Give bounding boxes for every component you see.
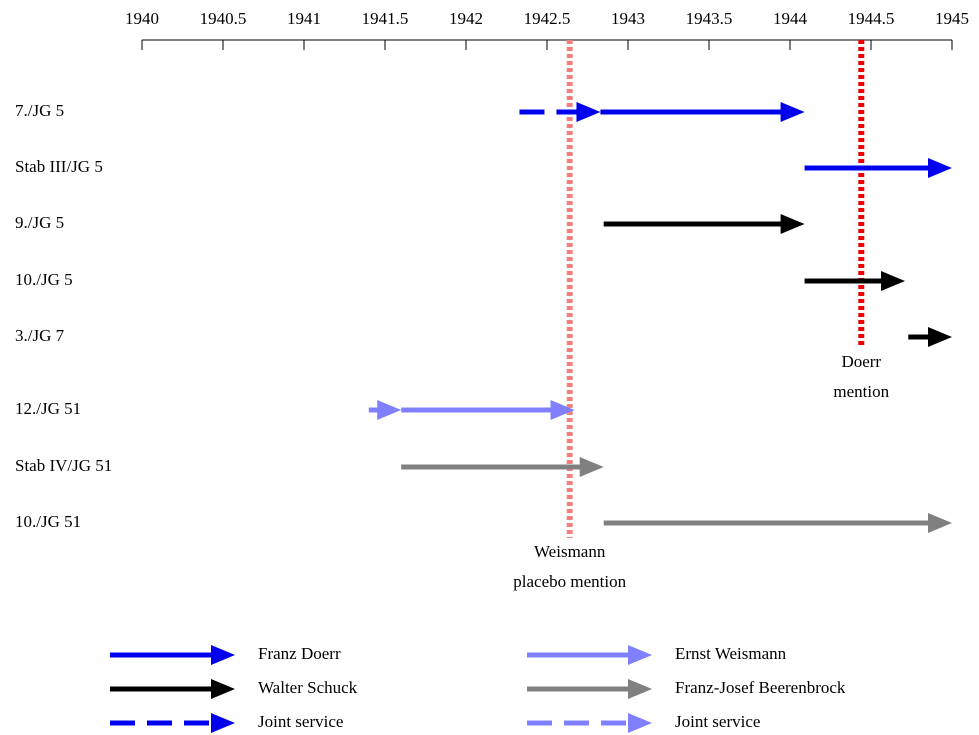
x-tick-label: 1942 xyxy=(449,9,483,28)
service-arrow xyxy=(368,400,402,420)
x-tick-label: 1944.5 xyxy=(848,9,895,28)
legend-label: Franz Doerr xyxy=(258,644,341,663)
row-label: Stab III/JG 5 xyxy=(15,157,103,176)
x-tick-label: 1943 xyxy=(611,9,645,28)
service-arrow xyxy=(401,400,575,420)
legend-label: Franz-Josef Beerenbrock xyxy=(675,678,846,697)
x-tick-label: 1945 xyxy=(935,9,969,28)
annotation-label: mention xyxy=(833,382,889,401)
service-arrow xyxy=(600,102,805,122)
row-label: 7./JG 5 xyxy=(15,101,64,120)
service-arrow xyxy=(603,214,805,234)
x-tick-label: 1941 xyxy=(287,9,321,28)
x-tick-label: 1943.5 xyxy=(686,9,733,28)
service-arrow xyxy=(519,102,601,122)
row-label: 10./JG 5 xyxy=(15,270,73,289)
legend-item: Joint service xyxy=(527,712,760,733)
legend-item: Joint service xyxy=(110,712,343,733)
legend-item: Franz-Josef Beerenbrock xyxy=(527,678,846,699)
arrow-head xyxy=(928,327,952,347)
arrow-head xyxy=(928,158,952,178)
arrow-head xyxy=(579,457,604,477)
row-label: 9./JG 5 xyxy=(15,213,64,232)
arrow-head xyxy=(628,713,652,733)
arrow-head xyxy=(211,713,235,733)
annotation-label: placebo mention xyxy=(513,572,626,591)
service-arrow xyxy=(804,271,906,291)
annotation-label: Doerr xyxy=(841,352,881,371)
arrow-head xyxy=(928,513,952,533)
arrow-head xyxy=(550,400,575,420)
x-tick-label: 1941.5 xyxy=(362,9,409,28)
legend-label: Joint service xyxy=(258,712,343,731)
x-tick-label: 1940 xyxy=(125,9,159,28)
legend-item: Walter Schuck xyxy=(110,678,358,699)
service-arrow xyxy=(908,327,952,347)
arrow-head xyxy=(211,645,235,665)
x-tick-label: 1944 xyxy=(773,9,808,28)
arrow-head xyxy=(881,271,906,291)
row-label: 3./JG 7 xyxy=(15,326,65,345)
x-tick-label: 1942.5 xyxy=(524,9,571,28)
row-label: 10./JG 51 xyxy=(15,512,81,531)
legend-label: Walter Schuck xyxy=(258,678,358,697)
arrow-head xyxy=(377,400,402,420)
legend-item: Franz Doerr xyxy=(110,644,341,665)
arrow-head xyxy=(628,645,652,665)
legend-label: Joint service xyxy=(675,712,760,731)
arrow-head xyxy=(628,679,652,699)
service-arrow xyxy=(401,457,604,477)
annotation-label: Weismann xyxy=(534,542,606,561)
arrow-head xyxy=(576,102,601,122)
x-tick-label: 1940.5 xyxy=(200,9,247,28)
arrow-head xyxy=(780,102,805,122)
legend-label: Ernst Weismann xyxy=(675,644,787,663)
arrow-head xyxy=(780,214,805,234)
legend-item: Ernst Weismann xyxy=(527,644,787,665)
row-label: Stab IV/JG 51 xyxy=(15,456,112,475)
arrow-head xyxy=(211,679,235,699)
service-arrow xyxy=(804,158,952,178)
service-arrow xyxy=(603,513,952,533)
row-label: 12./JG 51 xyxy=(15,399,81,418)
